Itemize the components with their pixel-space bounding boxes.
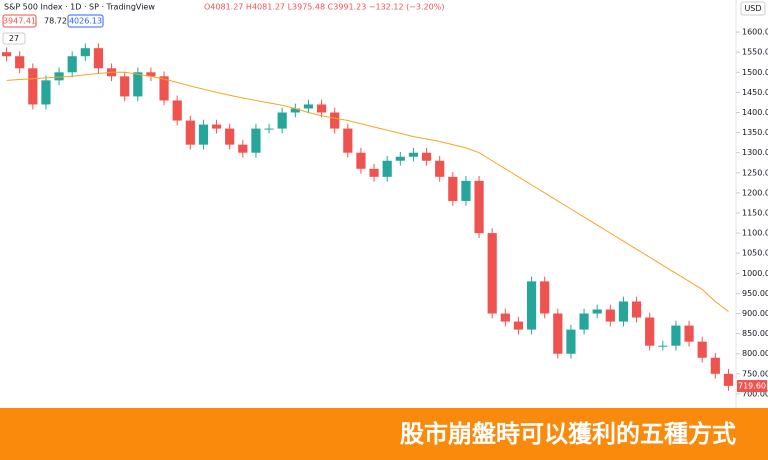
- ohlc: O4081.27 H4081.27 L3975.48 C3991.23 −132…: [204, 3, 444, 12]
- symbol: S&P 500 Index · 1D · SP · TradingView: [4, 3, 155, 12]
- y-tick-label: 1550.00: [742, 48, 768, 57]
- candle-body: [159, 76, 169, 101]
- y-tick-label: 1250.00: [742, 168, 768, 177]
- candle-body: [211, 124, 222, 129]
- y-tick-label: 1350.00: [742, 128, 768, 137]
- candle-body: [579, 313, 589, 330]
- candle-body: [225, 128, 235, 145]
- candle-body: [671, 325, 681, 346]
- candle-body: [592, 309, 602, 314]
- indicator-box[interactable]: [2, 32, 26, 45]
- ask-box[interactable]: [67, 14, 104, 28]
- currency: USD: [744, 4, 761, 13]
- y-tick-label: 1050.00: [742, 249, 768, 258]
- candle-body: [605, 309, 615, 322]
- y-tick-label: 750.00: [742, 369, 768, 378]
- candle-body: [303, 104, 314, 109]
- moving-average: [6, 71, 729, 312]
- candle-body: [238, 144, 248, 153]
- y-tick-label: 950.00: [742, 289, 768, 298]
- candle-body: [54, 72, 64, 81]
- candle-body: [461, 180, 471, 201]
- candle-body: [264, 128, 274, 130]
- candle-body: [185, 120, 195, 145]
- candle-body: [382, 160, 392, 177]
- y-tick-label: 1300.00: [742, 148, 768, 157]
- ask: 4026.13: [69, 17, 102, 26]
- candle-body: [658, 345, 668, 347]
- candle-body: [723, 373, 734, 386]
- candle-body: [553, 313, 563, 354]
- candle-body: [316, 104, 327, 113]
- candle-body: [343, 128, 353, 153]
- candle-body: [93, 48, 104, 69]
- y-tick-label: 700.00: [742, 389, 768, 398]
- y-tick-label: 1100.00: [742, 229, 768, 238]
- candle-body: [15, 56, 25, 69]
- candle-body: [369, 168, 379, 177]
- y-tick-label: 1150.00: [742, 209, 768, 218]
- candle-body: [618, 301, 629, 322]
- candle-body: [67, 56, 77, 73]
- candle-body: [198, 124, 209, 145]
- candle-body: [645, 317, 655, 346]
- candle-body: [448, 176, 458, 201]
- candle-body: [566, 329, 576, 354]
- candle-body: [1, 52, 12, 57]
- candle-body: [697, 341, 707, 358]
- candle-body: [330, 112, 340, 129]
- candle-body: [133, 72, 143, 97]
- candle-body: [356, 152, 366, 169]
- candle-body: [526, 281, 537, 330]
- last-price: 719.60: [738, 382, 766, 391]
- candle-body: [513, 321, 524, 330]
- candle-body: [500, 313, 510, 322]
- candle-body: [290, 108, 300, 113]
- candle-body: [41, 80, 51, 105]
- candle-body: [435, 160, 445, 177]
- candle-body: [120, 76, 130, 97]
- y-tick-label: 1600.00: [742, 28, 768, 37]
- candle-body: [540, 281, 550, 314]
- y-tick-label: 1450.00: [742, 88, 768, 97]
- y-tick-label: 900.00: [742, 309, 768, 318]
- candle-body: [421, 152, 432, 161]
- candle-body: [395, 156, 405, 161]
- candle-body: [251, 128, 261, 153]
- bid-box[interactable]: [2, 14, 37, 28]
- spread: 78.72: [44, 17, 67, 26]
- candle-body: [172, 100, 182, 121]
- y-tick-label: 1000.00: [742, 269, 768, 278]
- candle-body: [28, 68, 38, 105]
- candle-body: [474, 180, 484, 234]
- y-tick-label: 1400.00: [742, 108, 768, 117]
- candle-body: [631, 301, 642, 318]
- candle-body: [80, 48, 90, 57]
- candle-body: [487, 233, 497, 314]
- y-tick-label: 800.00: [742, 349, 768, 358]
- y-tick-label: 1200.00: [742, 188, 768, 197]
- candle-body: [684, 325, 694, 342]
- y-tick-label: 1500.00: [742, 68, 768, 77]
- last-price-box: [737, 380, 767, 393]
- currency-box[interactable]: [740, 1, 766, 16]
- candle-body: [710, 357, 720, 374]
- y-tick-label: 850.00: [742, 329, 768, 338]
- candle-body: [277, 112, 287, 129]
- candle-body: [146, 72, 156, 77]
- candle-body: [408, 152, 419, 157]
- bid: 3947.41: [3, 17, 36, 26]
- indicator: 27: [9, 34, 19, 43]
- banner-title: 股市崩盤時可以獲利的五種方式: [400, 420, 736, 448]
- banner: [0, 408, 768, 460]
